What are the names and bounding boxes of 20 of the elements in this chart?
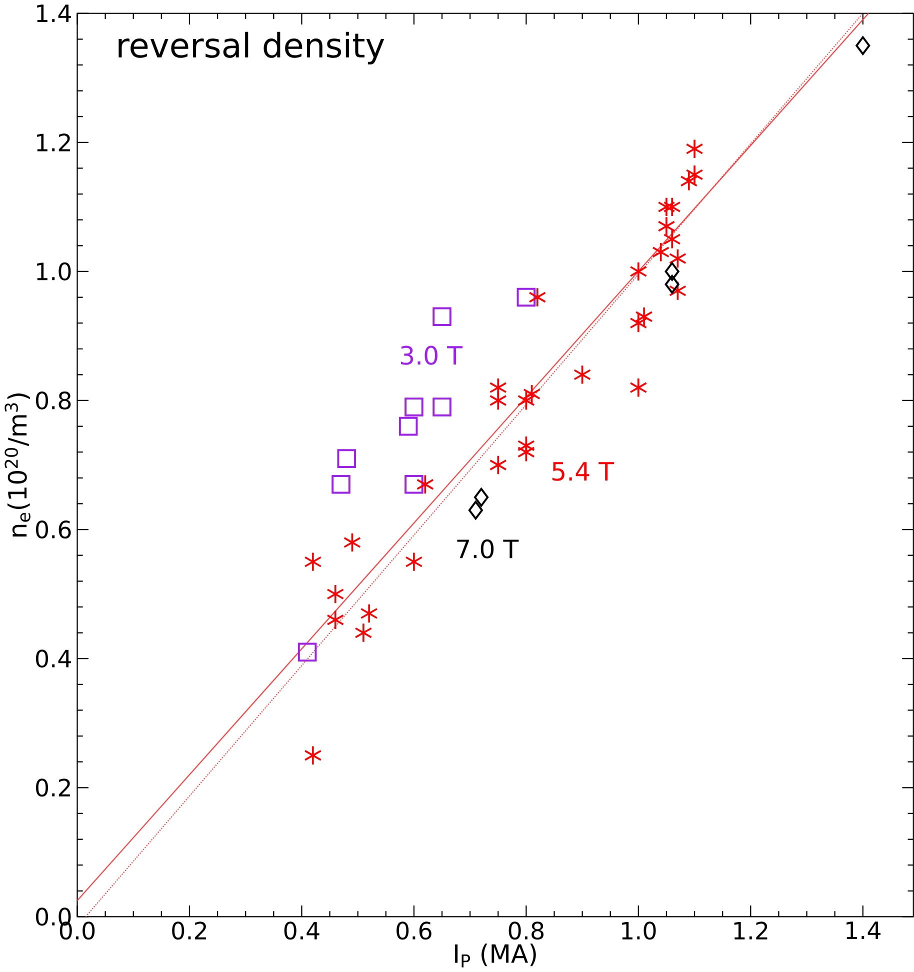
x-tick-label: 1.0 (622, 922, 656, 940)
y-tick-label: 1.4 (37, 4, 71, 22)
text: reversal density (118, 32, 384, 64)
y-tick-label: 1.2 (37, 134, 70, 152)
x-tick-label: 1.4 (846, 922, 881, 940)
y-tick-label: 0.2 (36, 778, 70, 797)
y-tick-label: 0.4 (36, 650, 71, 668)
series-label: 7.0 T (457, 539, 519, 558)
x-tick-label: 0.6 (396, 922, 432, 940)
x-tick-label: 0.4 (284, 922, 320, 940)
y-tick-label: 0.6 (36, 520, 71, 539)
y-axis-title: n$_{e}$(10$^{20}$/m$^{3}$) (4, 393, 30, 536)
series-label: 5.4 T (552, 462, 614, 481)
series-label: 3.0 T (400, 346, 463, 365)
y-tick-label: 0.8 (36, 391, 71, 410)
x-axis-title: I$_{P}$ (MA) (455, 944, 536, 968)
x-tick-label: 0.8 (508, 922, 544, 940)
x-tick-label: 1.2 (734, 922, 768, 940)
x-tick-label: 0.2 (172, 922, 206, 940)
y-tick-label: 1.0 (37, 262, 71, 280)
